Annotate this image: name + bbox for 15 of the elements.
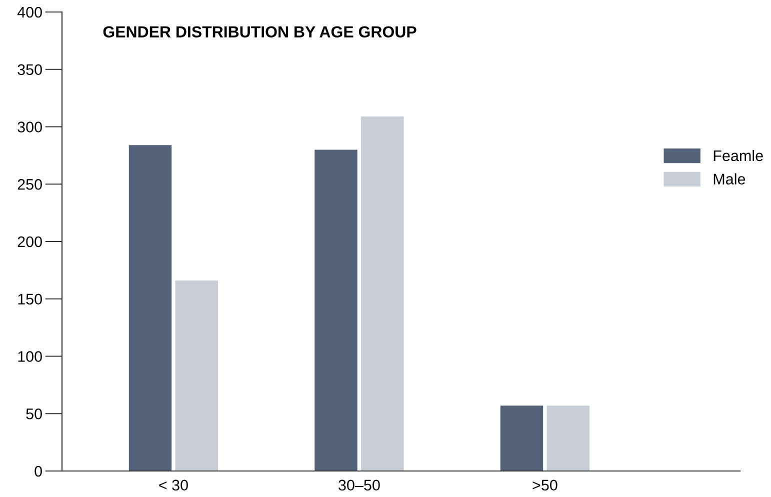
- legend-label: Feamle: [714, 150, 763, 162]
- y-tick-label: 200: [18, 236, 42, 248]
- y-tick-label: 0: [34, 466, 42, 477]
- y-tick-label: 350: [18, 64, 42, 76]
- x-tick-label: < 30: [159, 480, 188, 491]
- x-tick-label: >50: [532, 480, 558, 491]
- x-tick-label: 30–50: [338, 480, 380, 491]
- y-tick-label: 100: [18, 351, 42, 362]
- y-tick-label: 250: [18, 178, 42, 190]
- y-tick-label: 150: [18, 294, 42, 305]
- legend-label: Male: [714, 173, 746, 184]
- y-tick-label: 400: [17, 6, 42, 18]
- y-tick-label: 300: [18, 122, 42, 132]
- y-tick-label: 50: [26, 408, 42, 420]
- text: GENDER DISTRIBUTION BY AGE GROUP: [103, 26, 416, 38]
